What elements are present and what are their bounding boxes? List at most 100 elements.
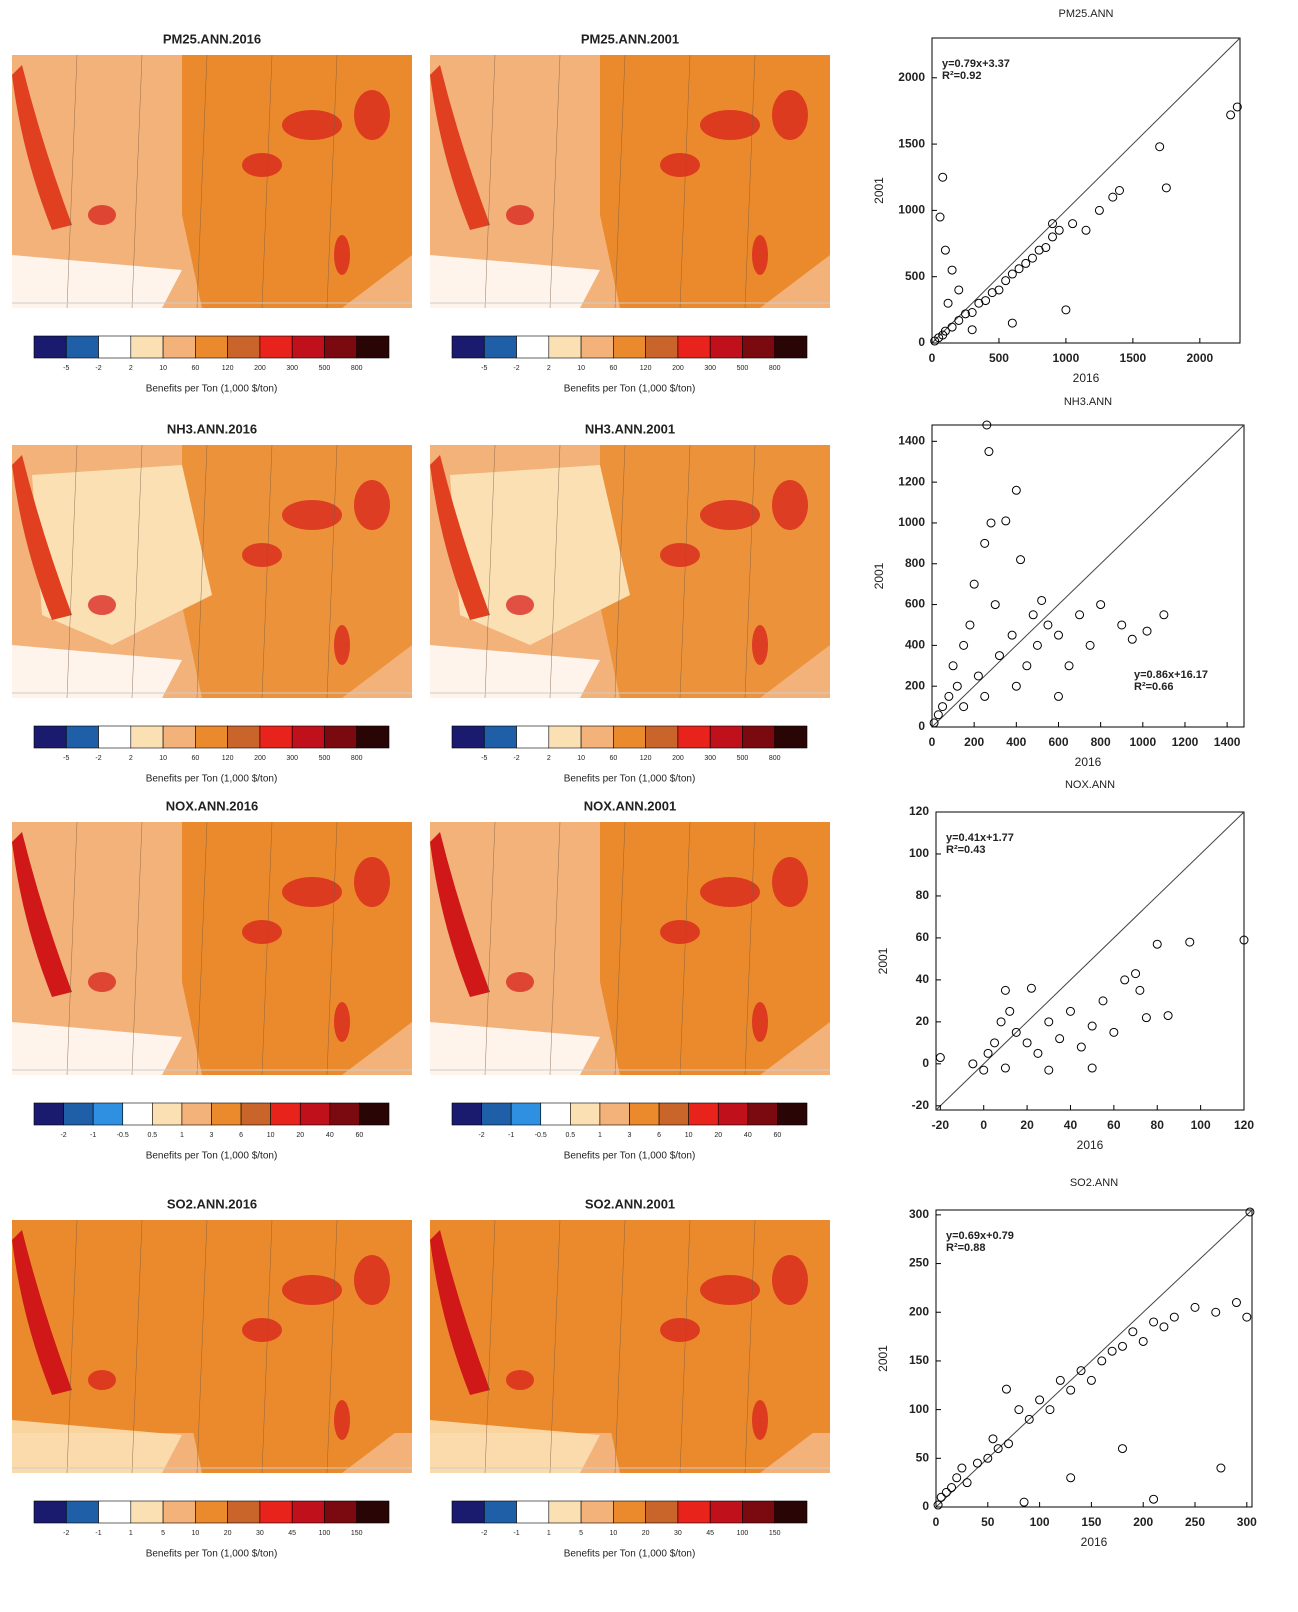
colorbar-tick-label: 120	[640, 365, 652, 372]
colorbar-swatch	[717, 1102, 749, 1126]
colorbar-tick-label: 200	[254, 755, 266, 762]
hotspot	[88, 1370, 116, 1390]
colorbar-tick-label: 6	[239, 1132, 243, 1139]
colorbar-label: Benefits per Ton (1,000 $/ton)	[564, 384, 696, 395]
scatter-point	[1081, 225, 1091, 235]
scatter-point	[983, 1048, 993, 1058]
colorbar-swatch	[33, 1102, 64, 1126]
colorbar-tick-label: 20	[296, 1132, 304, 1139]
colorbar-tick-label: 1	[547, 1530, 551, 1537]
colorbar-swatch	[580, 1500, 614, 1524]
colorbar-tick-label: -1	[513, 1530, 519, 1537]
colorbar-label: Benefits per Ton (1,000 $/ton)	[146, 1549, 278, 1560]
hotspot	[506, 972, 534, 992]
scatter-point	[959, 640, 969, 650]
colorbar-swatch	[324, 335, 358, 359]
y-tick-label: 40	[916, 972, 930, 986]
colorbar-swatch	[613, 1500, 646, 1524]
colorbar-swatch	[613, 335, 646, 359]
scatter-point	[1027, 253, 1037, 263]
scatter-point	[957, 1463, 967, 1473]
colorbar-swatch	[227, 1500, 261, 1524]
border	[66, 445, 78, 698]
x-tick-label: 250	[1185, 1515, 1205, 1529]
colorbar-swatch	[709, 1500, 743, 1524]
x-tick-label: 60	[1107, 1118, 1121, 1132]
scatter-point	[1068, 219, 1078, 229]
scatter-point	[960, 309, 970, 319]
colorbar-swatch	[92, 1102, 124, 1126]
scatter-point	[1161, 183, 1171, 193]
scatter-point	[1076, 1366, 1086, 1376]
border	[196, 55, 208, 308]
border	[484, 822, 496, 1075]
colorbar-swatch	[580, 725, 614, 749]
map-body	[430, 445, 830, 698]
x-tick-label: 100	[1030, 1515, 1050, 1529]
border	[131, 445, 143, 698]
colorbar-swatch	[356, 725, 390, 749]
y-tick-label: 100	[909, 1402, 929, 1416]
colorbar-tick-label: 10	[609, 1530, 617, 1537]
south-light	[430, 1420, 600, 1473]
colorbar-tick-label: 200	[672, 365, 684, 372]
y-tick-label: 50	[916, 1450, 930, 1464]
colorbar-swatch	[227, 335, 261, 359]
y-tick-label: 80	[916, 888, 930, 902]
x-tick-label: 1400	[1214, 735, 1241, 749]
colorbar-tick-label: 100	[737, 1530, 749, 1537]
colorbar-swatch	[65, 725, 99, 749]
colorbar-swatch	[742, 1500, 776, 1524]
x-tick-label: 0	[929, 735, 936, 749]
colorbar-swatch	[580, 335, 614, 359]
map-title: NH3.ANN.2016	[167, 421, 257, 436]
west-coast	[12, 1230, 72, 1395]
hotspot	[752, 1400, 768, 1440]
map	[430, 55, 830, 308]
colorbar-swatch	[548, 725, 582, 749]
colorbar-swatch	[451, 1500, 485, 1524]
scatter-point	[1033, 1048, 1043, 1058]
border	[549, 822, 561, 1075]
colorbar-swatch	[540, 1102, 571, 1126]
colorbar-swatch	[516, 725, 550, 749]
scatter-point	[1117, 1444, 1127, 1454]
south-light	[12, 645, 182, 698]
scatter-point	[1064, 661, 1074, 671]
scatter-point	[938, 702, 948, 712]
colorbar-tick-label: 3	[210, 1132, 214, 1139]
west-coast	[430, 455, 490, 620]
colorbar-tick-label: -2	[478, 1132, 484, 1139]
colorbar-swatch	[65, 335, 99, 359]
border	[614, 1220, 626, 1473]
colorbar-tick-label: 30	[256, 1530, 264, 1537]
plot-frame	[931, 424, 1245, 728]
colorbar-swatch	[211, 1102, 242, 1126]
y-tick-label: 20	[916, 1014, 930, 1028]
colorbar-tick-label: -2	[95, 755, 101, 762]
x-tick-label: -20	[932, 1118, 950, 1132]
hotspot	[242, 153, 282, 177]
scatter-point	[1155, 142, 1165, 152]
hotspot	[334, 625, 350, 665]
hotspot	[660, 543, 700, 567]
colorbar-swatch	[329, 1102, 360, 1126]
border	[549, 1220, 561, 1473]
x-tick-label: 40	[1064, 1118, 1078, 1132]
colorbar-tick-label: -5	[481, 365, 487, 372]
scatter-point	[1061, 305, 1071, 315]
scatter-point	[1014, 264, 1024, 274]
scatter-point	[965, 620, 975, 630]
x-axis-label: 2016	[1081, 1535, 1108, 1549]
scatter-point	[1117, 620, 1127, 630]
scatter-point	[1011, 681, 1021, 691]
hotspot	[660, 1318, 700, 1342]
colorbar-swatch	[63, 1102, 94, 1126]
border	[484, 445, 496, 698]
west-coast	[12, 65, 72, 230]
scatter-point	[1032, 640, 1042, 650]
x-tick-label: 200	[964, 735, 984, 749]
hotspot	[282, 110, 342, 140]
colorbar-swatch	[516, 1500, 550, 1524]
colorbar-swatch	[742, 725, 776, 749]
